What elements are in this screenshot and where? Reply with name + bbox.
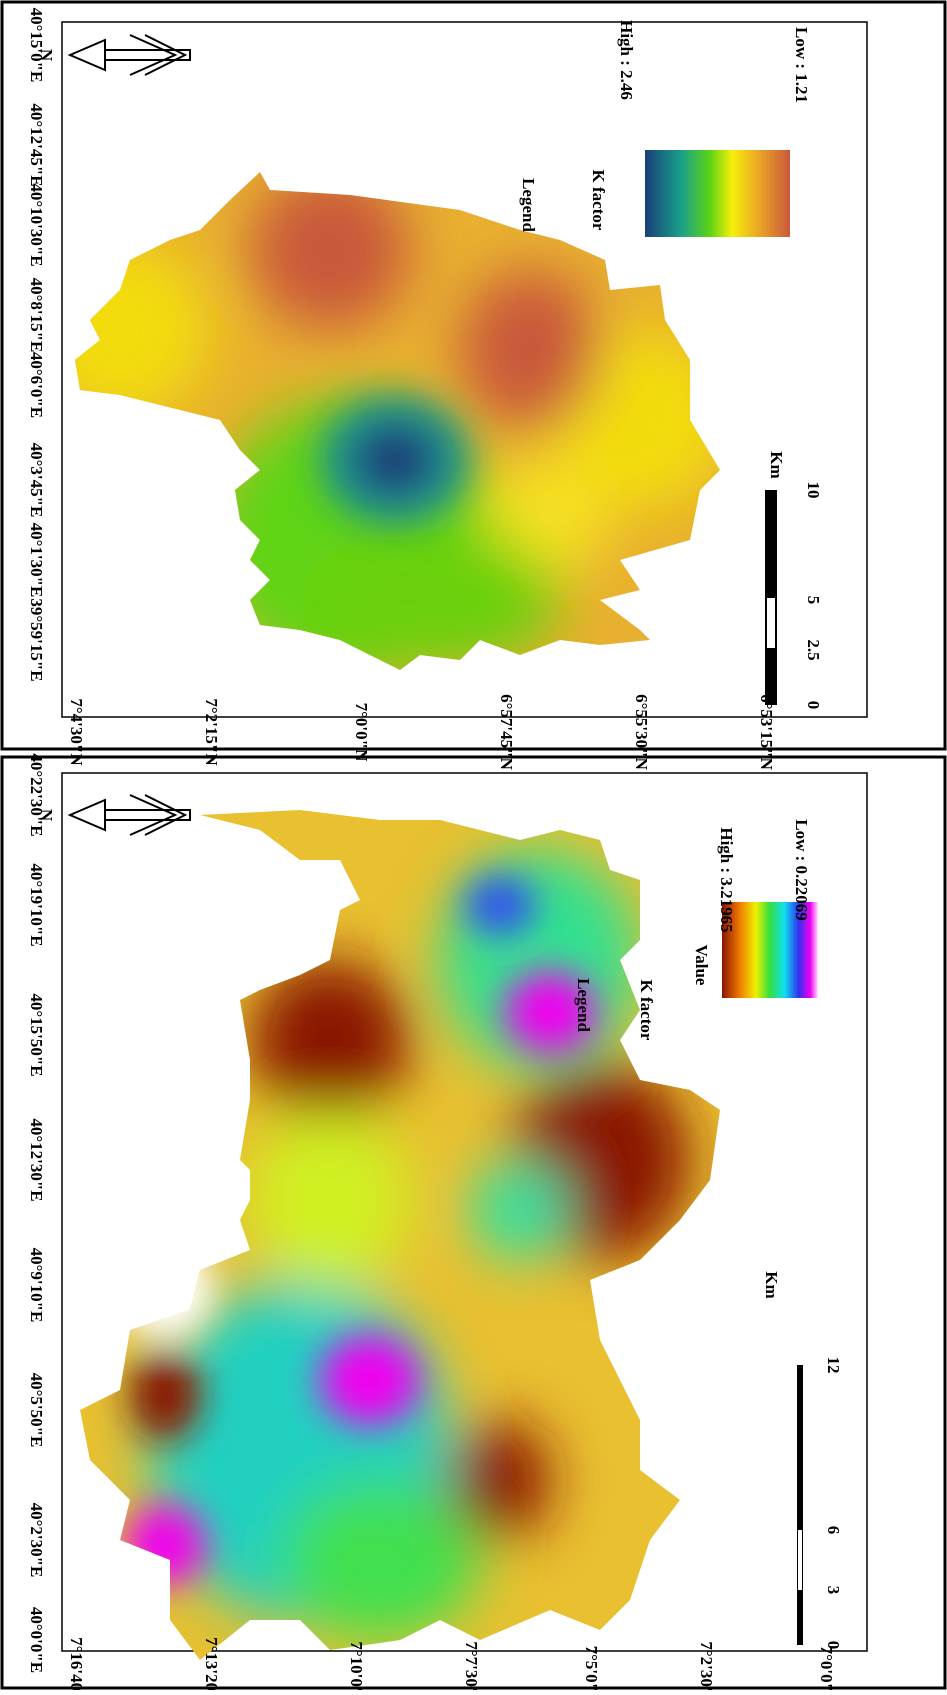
north-label: N: [37, 809, 56, 822]
latitude-label: 40°8'15"E: [27, 278, 46, 353]
scale-tick: 5: [804, 596, 823, 605]
latitude-label: 40°22'30"E: [27, 753, 46, 836]
scale-unit: Km: [762, 1271, 781, 1298]
latitude-label: 40°15'50"E: [27, 993, 46, 1076]
legend-low: Low : 0.22069: [792, 819, 811, 921]
legend-layer: K factor: [637, 980, 656, 1041]
color-ramp: [722, 902, 818, 998]
latitude-label: 40°0'0"E: [27, 1607, 46, 1673]
legend-high: High : 2.46: [617, 20, 636, 100]
panel-frame: [0, 755, 947, 1690]
map-frame: [61, 21, 868, 718]
color-ramp: [645, 150, 790, 237]
panel-frame: [0, 0, 947, 751]
longitude-label: 6°55'30"N: [632, 694, 651, 770]
longitude-label: 6°57'45"N: [497, 694, 516, 770]
map-frame: [61, 772, 868, 1652]
latitude-label: 40°12'30"E: [27, 1118, 46, 1201]
longitude-label: 7°5'0"N: [582, 1646, 601, 1690]
scale-bar: [765, 490, 803, 1645]
scale-tick: 6: [824, 1526, 843, 1535]
scale-tick: 0: [804, 701, 823, 710]
latitude-label: 40°15'0"E: [27, 8, 46, 83]
latitude-label: 40°19'10"E: [27, 863, 46, 946]
longitude-label: 7°0'0"N: [817, 1646, 836, 1690]
longitude-label: 7°2'15"N: [202, 698, 221, 766]
latitude-label: 40°6'0"E: [27, 352, 46, 418]
legend-layer: K factor: [589, 170, 608, 231]
legend-title: Legend: [519, 178, 538, 232]
value-surface: [80, 810, 720, 1660]
scale-tick: 3: [824, 1586, 843, 1595]
longitude-label: 7°16'40"N: [67, 1637, 86, 1690]
longitude-label: 7°4'30"N: [67, 698, 86, 766]
latitude-label: 40°3'45"E: [27, 443, 46, 518]
latitude-label: 40°12'45"E: [27, 103, 46, 186]
latitude-label: 40°1'30"E: [27, 523, 46, 598]
longitude-label: 7°0'0"N: [352, 703, 371, 762]
longitude-label: 7°13'20"N: [202, 1637, 221, 1690]
scale-tick: 2.5: [804, 639, 823, 660]
legend-field: Value: [692, 945, 711, 986]
legend-high: High : 3.21965: [717, 827, 736, 932]
longitude-label: 7°2'30"N: [697, 1641, 716, 1690]
longitude-label: 7°10'0"N: [347, 1641, 366, 1690]
scale-tick: 0: [824, 1641, 843, 1650]
north-arrow: [67, 34, 191, 836]
legend-low: Low : 1.21: [792, 27, 811, 103]
longitude-label: 6°53'15"N: [757, 694, 776, 770]
latitude-label: 40°2'30"E: [27, 1503, 46, 1578]
latitude-label: 39°59'15"E: [27, 598, 46, 681]
scale-unit: Km: [767, 451, 786, 478]
scale-tick: 10: [804, 482, 823, 499]
latitude-label: 40°10'30"E: [27, 183, 46, 266]
latitude-label: 40°9'10"E: [27, 1248, 46, 1323]
k-factor-surface: [75, 172, 720, 670]
legend-title: Legend: [574, 978, 593, 1032]
latitude-label: 40°5'50"E: [27, 1373, 46, 1448]
longitude-label: 7°7'30"N: [462, 1641, 481, 1690]
scale-tick: 12: [824, 1357, 843, 1374]
north-label: N: [37, 49, 56, 62]
